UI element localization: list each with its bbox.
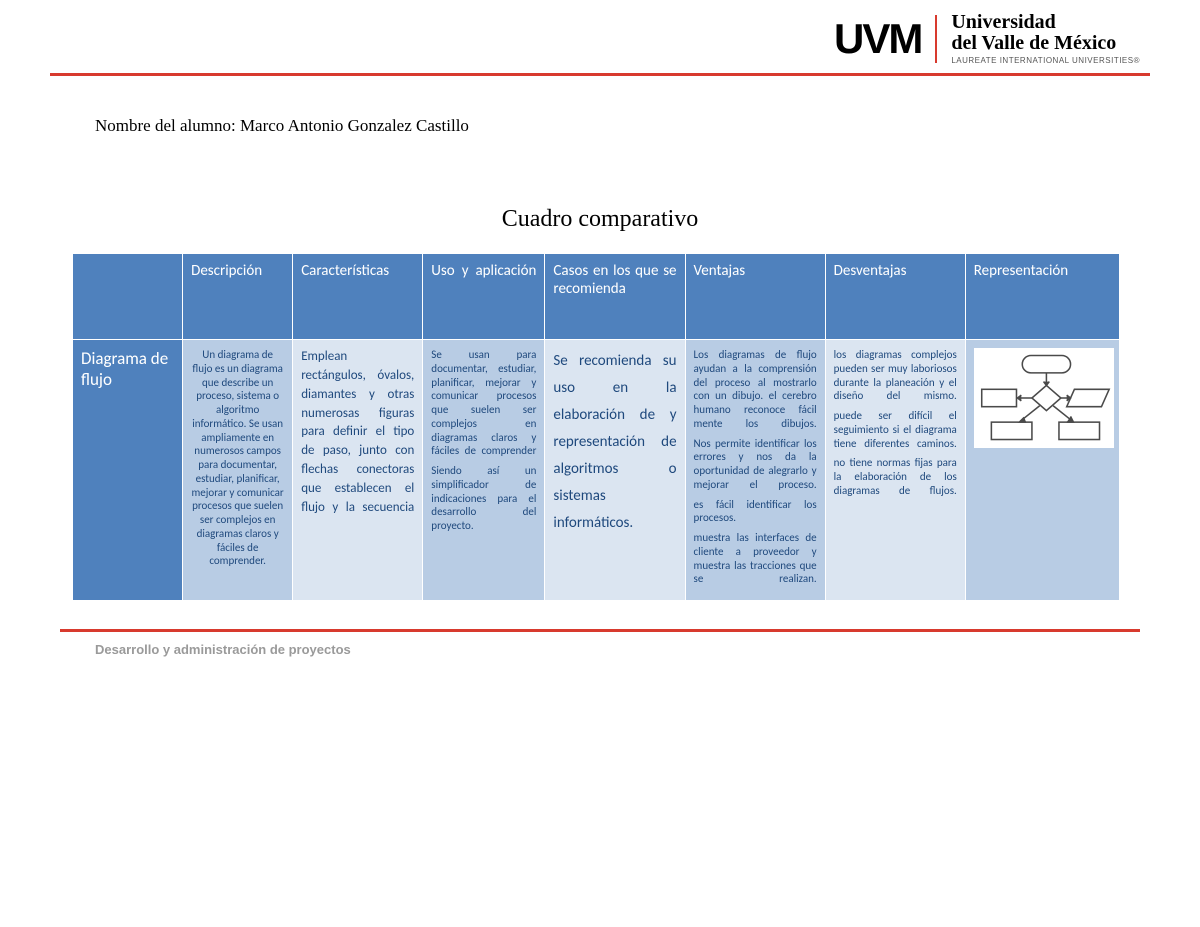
col-uso-aplicacion: Uso y aplicación [423, 254, 545, 340]
page-title: Cuadro comparativo [0, 206, 1200, 233]
cell-caracteristicas: Emplean rectángulos, óvalos, diamantes y… [293, 340, 423, 601]
uso-p2: Siendo así un simplificador de indicacio… [431, 464, 536, 533]
ventajas-p1: Los diagramas de flujo ayudan a la compr… [694, 348, 817, 431]
col-descripcion: Descripción [183, 254, 293, 340]
header-corner [73, 254, 183, 340]
col-ventajas: Ventajas [685, 254, 825, 340]
flowchart-icon [974, 348, 1114, 448]
col-caracteristicas: Características [293, 254, 423, 340]
laureate-tagline: LAUREATE INTERNATIONAL UNIVERSITIES® [951, 56, 1140, 65]
student-name-line: Nombre del alumno: Marco Antonio Gonzale… [95, 116, 1200, 136]
page-header: UVM Universidad del Valle de México LAUR… [0, 0, 1200, 73]
university-line1: Universidad [951, 12, 1140, 33]
university-line2: del Valle de México [951, 33, 1140, 54]
cell-desventajas: los diagramas complejos pueden ser muy l… [825, 340, 965, 601]
col-representacion: Representación [965, 254, 1119, 340]
university-name-block: Universidad del Valle de México LAUREATE… [951, 12, 1140, 65]
bottom-red-rule [60, 629, 1140, 632]
uso-p1: Se usan para documentar, estudiar, plani… [431, 348, 536, 458]
cell-descripcion: Un diagrama de flujo es un diagrama que … [183, 340, 293, 601]
comparison-table: Descripción Características Uso y aplica… [72, 253, 1120, 601]
cell-uso-aplicacion: Se usan para documentar, estudiar, plani… [423, 340, 545, 601]
ventajas-p2: Nos permite identificar los errores y no… [694, 437, 817, 492]
ventajas-p3: es fácil identificar los procesos. [694, 498, 817, 526]
uvm-logo: UVM [834, 15, 921, 63]
col-desventajas: Desventajas [825, 254, 965, 340]
logo-separator [935, 15, 937, 63]
cell-representacion [965, 340, 1119, 601]
cell-ventajas: Los diagramas de flujo ayudan a la compr… [685, 340, 825, 601]
desventajas-p2: puede ser difícil el seguimiento si el d… [834, 409, 957, 450]
col-casos: Casos en los que se recomienda [545, 254, 685, 340]
cell-casos: Se recomienda su uso en la elaboración d… [545, 340, 685, 601]
table-header-row: Descripción Características Uso y aplica… [73, 254, 1120, 340]
ventajas-p4: muestra las interfaces de cliente a prov… [694, 531, 817, 586]
desventajas-p3: no tiene normas fijas para la elaboració… [834, 456, 957, 497]
desventajas-p1: los diagramas complejos pueden ser muy l… [834, 348, 957, 403]
table-row: Diagrama de flujo Un diagrama de flujo e… [73, 340, 1120, 601]
top-red-rule [50, 73, 1150, 76]
row-label: Diagrama de flujo [73, 340, 183, 601]
footer-text: Desarrollo y administración de proyectos [95, 642, 1200, 657]
